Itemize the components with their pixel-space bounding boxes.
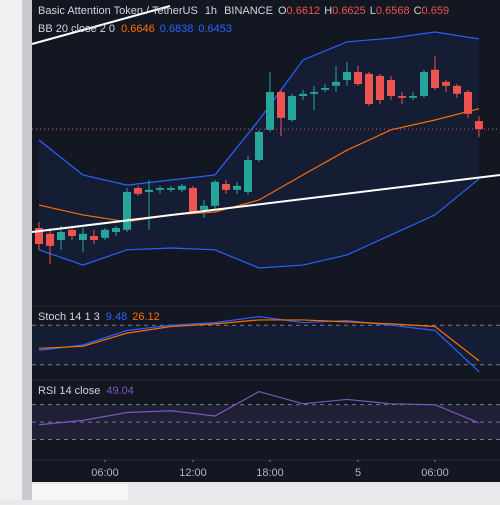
- candle-body: [310, 92, 318, 94]
- candle-body: [299, 93, 307, 96]
- stoch-k-value: 9.48: [106, 311, 127, 323]
- ohlc-label: O: [278, 5, 287, 17]
- candle-body: [266, 92, 274, 130]
- candle-body: [343, 72, 351, 80]
- x-tick-label: 18:00: [256, 467, 284, 479]
- candle-body: [178, 185, 186, 190]
- side-margin: [0, 0, 22, 500]
- candle-body: [442, 81, 450, 86]
- candle-body: [354, 72, 362, 84]
- candle-body: [90, 236, 98, 240]
- candle-body: [376, 76, 384, 100]
- ohlc-label: H: [324, 5, 332, 17]
- candle-body: [200, 205, 208, 210]
- candle-body: [112, 228, 120, 232]
- stoch-d-value: 26.12: [132, 311, 160, 323]
- candle-body: [365, 73, 373, 104]
- labels: 06:00 12:00 18:00 5 06:00 Basic Attention Tok…: [38, 5, 449, 479]
- bb-upper-value: 0.6838: [160, 23, 194, 35]
- candle-body: [233, 185, 241, 190]
- candle-body: [57, 232, 65, 240]
- ohlc-label: L: [370, 5, 376, 17]
- symbol: Basic Attention Token / TetherUS: [38, 5, 198, 17]
- candle-body: [101, 229, 109, 238]
- candle-body: [431, 69, 439, 88]
- candle-body: [387, 80, 395, 96]
- candle-body: [332, 81, 340, 86]
- candle-body: [244, 160, 252, 192]
- candle-body: [398, 96, 406, 98]
- candle-body: [453, 85, 461, 94]
- rsi-line: [38, 390, 480, 426]
- bb-lower: [38, 178, 480, 269]
- interval: 1h: [205, 5, 217, 17]
- candle-body: [211, 181, 219, 206]
- candle-body: [156, 188, 164, 190]
- candle-body: [123, 192, 131, 230]
- ohlc-value: 0.659: [422, 5, 450, 17]
- candle-body: [475, 121, 483, 130]
- candle-body: [288, 96, 296, 120]
- ohlc-value: 0.6612: [287, 5, 321, 17]
- candle-body: [420, 72, 428, 96]
- candle-body: [46, 233, 54, 246]
- x-tick-label: 06:00: [421, 467, 449, 479]
- candle-body: [321, 88, 329, 90]
- bb-basis: [38, 108, 480, 223]
- exchange: BINANCE: [224, 5, 273, 17]
- bb-label: BB 20 close 2 0: [38, 23, 115, 35]
- side-bar: [22, 0, 32, 500]
- candle-body: [409, 96, 417, 98]
- candle-body: [189, 188, 197, 212]
- ohlc-label: C: [414, 5, 422, 17]
- candle-body: [167, 188, 175, 190]
- stoch-band: [32, 325, 500, 365]
- x-tick-label: 5: [355, 467, 361, 479]
- candle-body: [277, 92, 285, 118]
- trend-line: [31, 5, 171, 45]
- candle-body: [35, 228, 43, 244]
- candle-body: [134, 188, 142, 194]
- plot-area: [32, 31, 500, 462]
- bb-lower-value: 0.6453: [198, 23, 232, 35]
- candle-body: [68, 229, 76, 236]
- stoch-d: [38, 319, 480, 362]
- bottom-tab: [32, 484, 128, 500]
- candle-body: [255, 132, 263, 160]
- rsi-value: 49.04: [106, 385, 134, 397]
- ohlc-value: 0.6568: [376, 5, 410, 17]
- candle-body: [79, 233, 87, 240]
- stoch-label: Stoch 14 1 3: [38, 311, 100, 323]
- trend-line: [31, 174, 500, 233]
- rsi-label: RSI 14 close: [38, 385, 100, 397]
- stoch-k: [38, 316, 480, 373]
- candle-body: [145, 189, 153, 192]
- x-tick-label: 06:00: [91, 467, 119, 479]
- x-tick-label: 12:00: [179, 467, 207, 479]
- candle-body: [222, 184, 230, 190]
- bb-upper: [38, 31, 480, 186]
- bb-basis-value: 0.6646: [121, 23, 155, 35]
- ohlc-value: 0.6625: [332, 5, 366, 17]
- candle-body: [464, 92, 472, 114]
